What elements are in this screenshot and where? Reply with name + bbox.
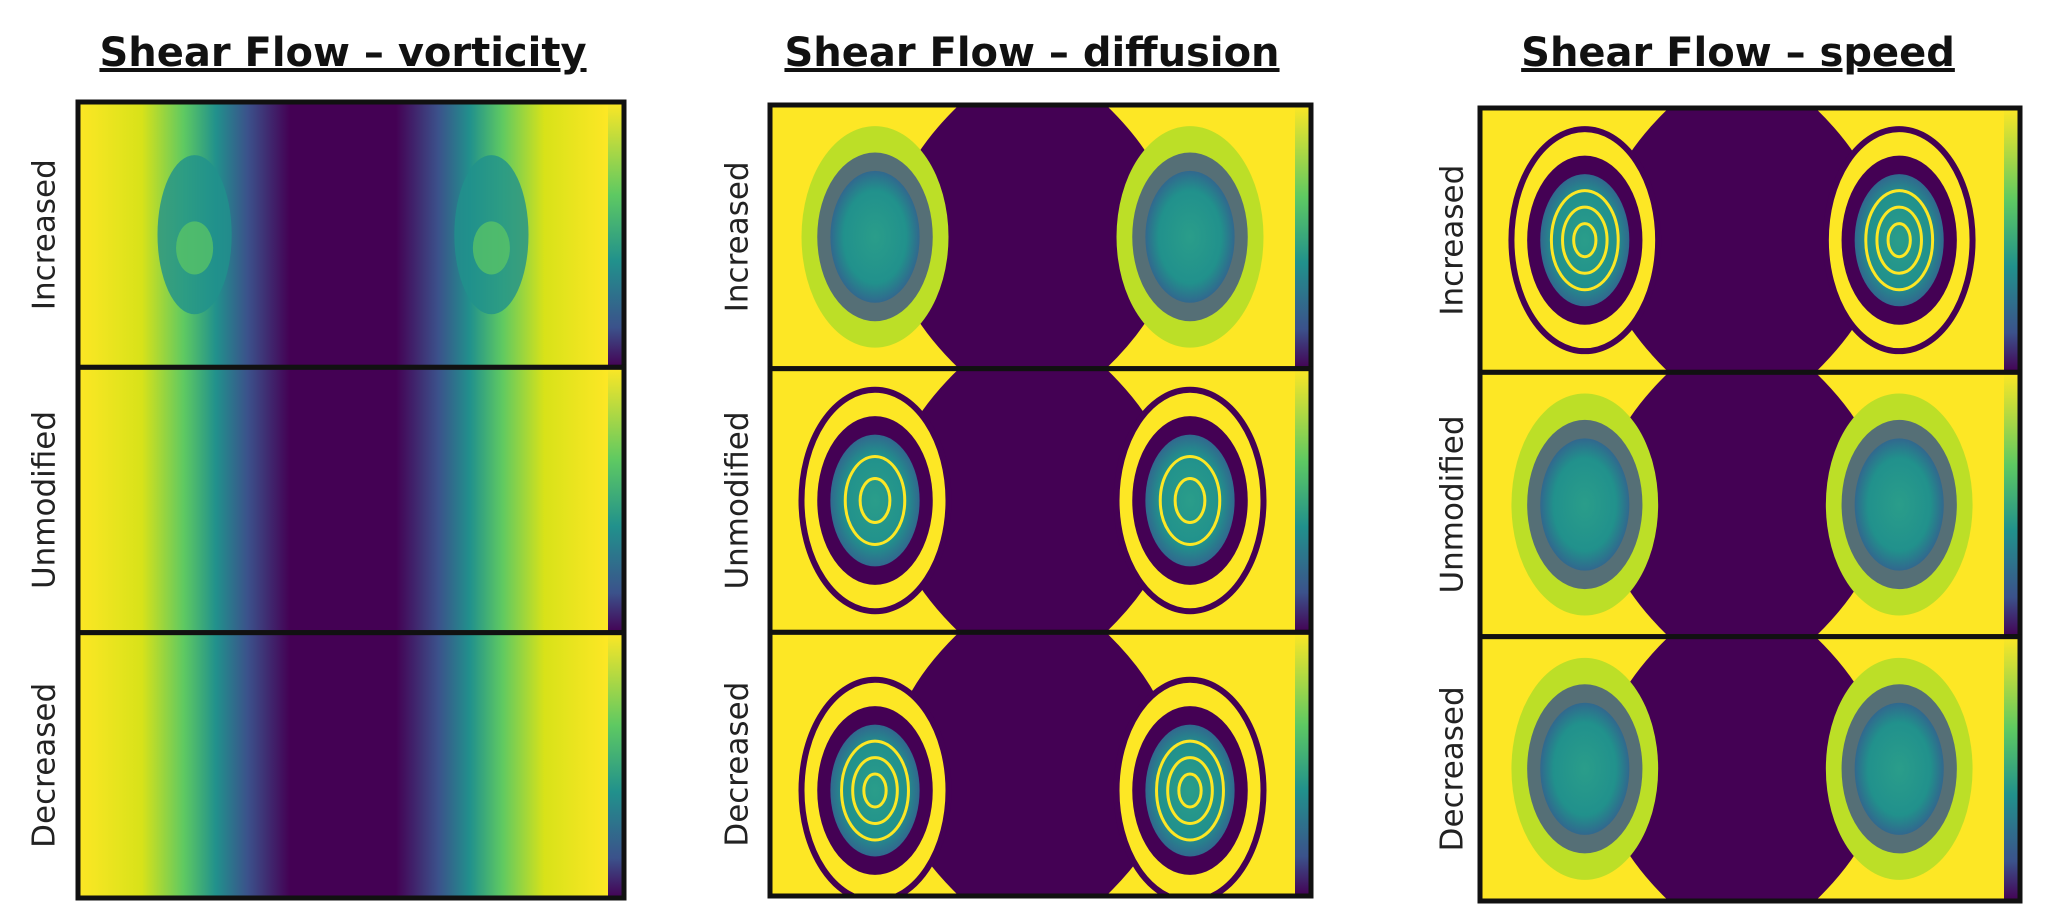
colorbar	[1295, 368, 1311, 633]
row-label: Unmodified	[27, 411, 63, 589]
vortex-core	[1145, 434, 1235, 567]
vortex-core	[830, 170, 920, 303]
colorbar	[608, 102, 624, 368]
row-label: Decreased	[720, 682, 756, 847]
row-image	[78, 102, 608, 368]
vortex-core	[1854, 438, 1944, 571]
row-image	[1480, 636, 2004, 901]
row-label: Unmodified	[720, 411, 756, 589]
panel-title: Shear Flow – diffusion	[784, 30, 1279, 76]
panel: Increased Unmodified Decreased	[1435, 105, 2023, 904]
field	[78, 632, 608, 898]
vortex-core	[1540, 702, 1630, 835]
colorbar	[1295, 632, 1311, 896]
core-flow	[1600, 636, 1884, 901]
spiral-arm	[1155, 739, 1225, 842]
row-image	[770, 105, 1295, 369]
spiral-arm	[1173, 477, 1207, 524]
vortex-core	[1540, 438, 1630, 571]
row-image	[770, 632, 1295, 896]
row-label: Increased	[720, 161, 756, 312]
field	[78, 367, 608, 633]
row-frame	[1477, 634, 2023, 904]
row-image	[1480, 108, 2004, 373]
vortex-core	[1854, 702, 1944, 835]
colorbar	[608, 367, 624, 633]
spiral-arm	[843, 455, 907, 546]
field	[78, 102, 608, 368]
core-flow	[890, 632, 1175, 896]
vortex-core	[1145, 170, 1235, 303]
eddy-core	[176, 221, 214, 275]
spiral-arm	[1561, 205, 1609, 275]
vortex-core	[1145, 724, 1235, 857]
spiral-arm	[1177, 772, 1203, 809]
panel-title: Shear Flow – speed	[1521, 30, 1955, 76]
row-label: Unmodified	[1435, 415, 1471, 593]
vortex-core	[830, 434, 920, 567]
vortex-core	[1540, 174, 1630, 307]
spiral-arm	[1864, 189, 1935, 292]
row-label: Increased	[1435, 165, 1471, 316]
spiral-arm	[862, 772, 888, 809]
panel: Increased Unmodified Decreased	[27, 99, 627, 901]
row-label: Decreased	[27, 683, 63, 848]
spiral-arm	[851, 756, 899, 825]
spiral-arm	[1166, 756, 1214, 825]
spiral-arm	[1572, 222, 1598, 259]
colorbar	[2004, 108, 2020, 373]
spiral-arm	[840, 739, 910, 842]
core-flow	[1600, 372, 1884, 637]
core-flow	[890, 368, 1175, 633]
row-label: Decreased	[1435, 686, 1471, 851]
colorbar	[608, 632, 624, 898]
vortex-core	[1854, 174, 1944, 307]
row-image	[78, 632, 608, 898]
row-label: Increased	[27, 159, 63, 310]
spiral-arm	[1875, 205, 1923, 275]
row-image	[770, 368, 1295, 633]
spiral-arm	[1158, 455, 1222, 546]
row-frame	[75, 630, 627, 901]
spiral-arm	[858, 477, 892, 524]
panel: Increased Unmodified Decreased	[720, 102, 1314, 899]
spiral-arm	[1886, 222, 1912, 259]
row-frame	[767, 629, 1314, 899]
core-flow	[1600, 108, 1884, 373]
eddy-core	[472, 221, 510, 275]
core-flow	[890, 105, 1175, 369]
row-image	[1480, 372, 2004, 637]
vortex-core	[830, 724, 920, 857]
colorbar	[2004, 372, 2020, 637]
spiral-arm	[1549, 189, 1620, 292]
row-image	[78, 367, 608, 633]
colorbar	[1295, 105, 1311, 369]
panel-title: Shear Flow – vorticity	[99, 30, 586, 76]
colorbar	[2004, 636, 2020, 901]
